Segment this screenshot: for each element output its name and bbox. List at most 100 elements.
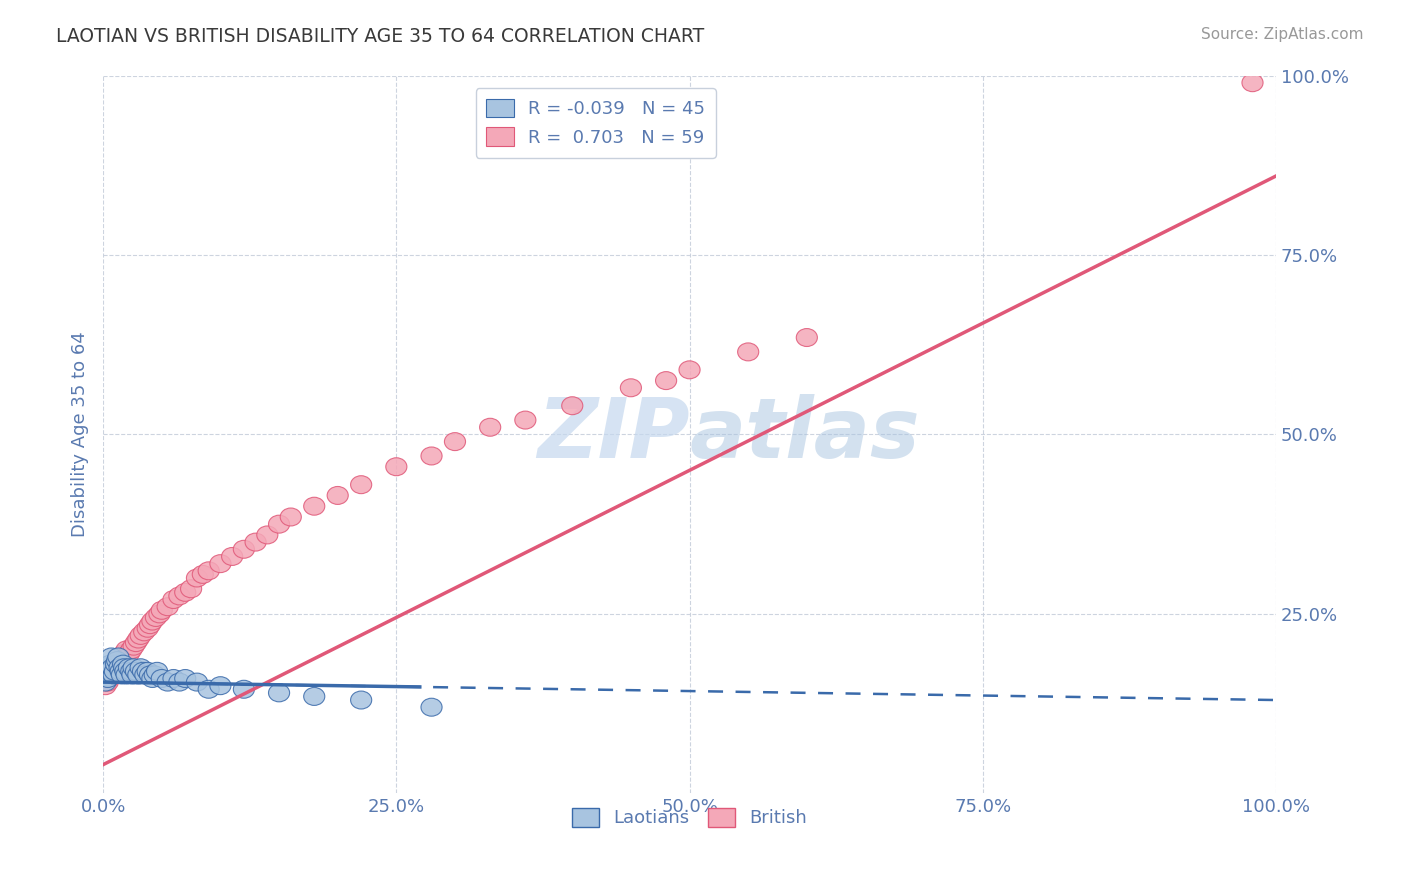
Ellipse shape bbox=[112, 655, 134, 673]
Ellipse shape bbox=[187, 673, 208, 691]
Ellipse shape bbox=[117, 640, 138, 659]
Ellipse shape bbox=[132, 663, 153, 681]
Text: ZIP: ZIP bbox=[537, 394, 689, 475]
Ellipse shape bbox=[124, 637, 145, 655]
Ellipse shape bbox=[111, 666, 132, 684]
Ellipse shape bbox=[135, 666, 156, 684]
Ellipse shape bbox=[131, 626, 152, 644]
Ellipse shape bbox=[1241, 74, 1263, 92]
Ellipse shape bbox=[103, 663, 124, 681]
Ellipse shape bbox=[796, 328, 817, 346]
Ellipse shape bbox=[385, 458, 406, 475]
Ellipse shape bbox=[98, 663, 120, 681]
Ellipse shape bbox=[96, 677, 117, 695]
Ellipse shape bbox=[187, 569, 208, 587]
Ellipse shape bbox=[152, 601, 173, 619]
Ellipse shape bbox=[110, 659, 131, 677]
Ellipse shape bbox=[655, 372, 676, 390]
Text: atlas: atlas bbox=[689, 394, 920, 475]
Ellipse shape bbox=[97, 670, 118, 688]
Ellipse shape bbox=[103, 659, 124, 677]
Ellipse shape bbox=[180, 580, 201, 598]
Ellipse shape bbox=[117, 666, 138, 684]
Ellipse shape bbox=[479, 418, 501, 436]
Ellipse shape bbox=[245, 533, 266, 551]
Ellipse shape bbox=[100, 663, 121, 681]
Ellipse shape bbox=[269, 684, 290, 702]
Ellipse shape bbox=[105, 659, 127, 677]
Ellipse shape bbox=[103, 666, 124, 684]
Y-axis label: Disability Age 35 to 64: Disability Age 35 to 64 bbox=[72, 332, 89, 537]
Ellipse shape bbox=[193, 566, 214, 583]
Ellipse shape bbox=[738, 343, 759, 361]
Ellipse shape bbox=[149, 605, 170, 623]
Ellipse shape bbox=[105, 655, 127, 673]
Ellipse shape bbox=[114, 659, 135, 677]
Ellipse shape bbox=[209, 555, 231, 573]
Ellipse shape bbox=[112, 648, 134, 666]
Ellipse shape bbox=[108, 648, 129, 666]
Ellipse shape bbox=[174, 583, 195, 601]
Ellipse shape bbox=[145, 666, 166, 684]
Ellipse shape bbox=[444, 433, 465, 450]
Ellipse shape bbox=[128, 630, 149, 648]
Ellipse shape bbox=[121, 640, 142, 659]
Ellipse shape bbox=[107, 651, 128, 670]
Ellipse shape bbox=[145, 608, 166, 626]
Ellipse shape bbox=[134, 623, 155, 640]
Ellipse shape bbox=[131, 659, 152, 677]
Ellipse shape bbox=[222, 548, 243, 566]
Ellipse shape bbox=[96, 673, 117, 691]
Ellipse shape bbox=[138, 619, 159, 637]
Ellipse shape bbox=[169, 587, 190, 605]
Ellipse shape bbox=[142, 670, 163, 688]
Ellipse shape bbox=[679, 361, 700, 379]
Ellipse shape bbox=[118, 659, 139, 677]
Ellipse shape bbox=[121, 663, 142, 681]
Ellipse shape bbox=[142, 612, 163, 630]
Ellipse shape bbox=[124, 659, 145, 677]
Ellipse shape bbox=[138, 663, 159, 681]
Ellipse shape bbox=[104, 663, 125, 681]
Ellipse shape bbox=[98, 670, 120, 688]
Ellipse shape bbox=[97, 673, 118, 691]
Ellipse shape bbox=[146, 663, 167, 681]
Ellipse shape bbox=[350, 691, 371, 709]
Ellipse shape bbox=[101, 666, 122, 684]
Ellipse shape bbox=[101, 648, 122, 666]
Ellipse shape bbox=[139, 615, 160, 633]
Ellipse shape bbox=[233, 541, 254, 558]
Ellipse shape bbox=[118, 644, 139, 663]
Ellipse shape bbox=[257, 526, 278, 544]
Ellipse shape bbox=[328, 486, 349, 504]
Ellipse shape bbox=[163, 670, 184, 688]
Ellipse shape bbox=[515, 411, 536, 429]
Ellipse shape bbox=[128, 666, 149, 684]
Ellipse shape bbox=[304, 497, 325, 516]
Ellipse shape bbox=[114, 644, 135, 663]
Ellipse shape bbox=[103, 659, 124, 677]
Ellipse shape bbox=[110, 663, 131, 681]
Ellipse shape bbox=[157, 598, 179, 615]
Ellipse shape bbox=[350, 475, 371, 493]
Ellipse shape bbox=[110, 651, 131, 670]
Ellipse shape bbox=[125, 663, 146, 681]
Legend: Laotians, British: Laotians, British bbox=[565, 801, 814, 835]
Ellipse shape bbox=[157, 673, 179, 691]
Ellipse shape bbox=[269, 516, 290, 533]
Ellipse shape bbox=[174, 670, 195, 688]
Ellipse shape bbox=[420, 447, 441, 465]
Ellipse shape bbox=[111, 655, 132, 673]
Ellipse shape bbox=[139, 666, 160, 684]
Ellipse shape bbox=[107, 655, 128, 673]
Ellipse shape bbox=[198, 681, 219, 698]
Ellipse shape bbox=[562, 397, 583, 415]
Ellipse shape bbox=[280, 508, 301, 526]
Ellipse shape bbox=[620, 379, 641, 397]
Ellipse shape bbox=[209, 677, 231, 695]
Ellipse shape bbox=[420, 698, 441, 716]
Ellipse shape bbox=[304, 688, 325, 706]
Text: LAOTIAN VS BRITISH DISABILITY AGE 35 TO 64 CORRELATION CHART: LAOTIAN VS BRITISH DISABILITY AGE 35 TO … bbox=[56, 27, 704, 45]
Ellipse shape bbox=[100, 655, 121, 673]
Text: Source: ZipAtlas.com: Source: ZipAtlas.com bbox=[1201, 27, 1364, 42]
